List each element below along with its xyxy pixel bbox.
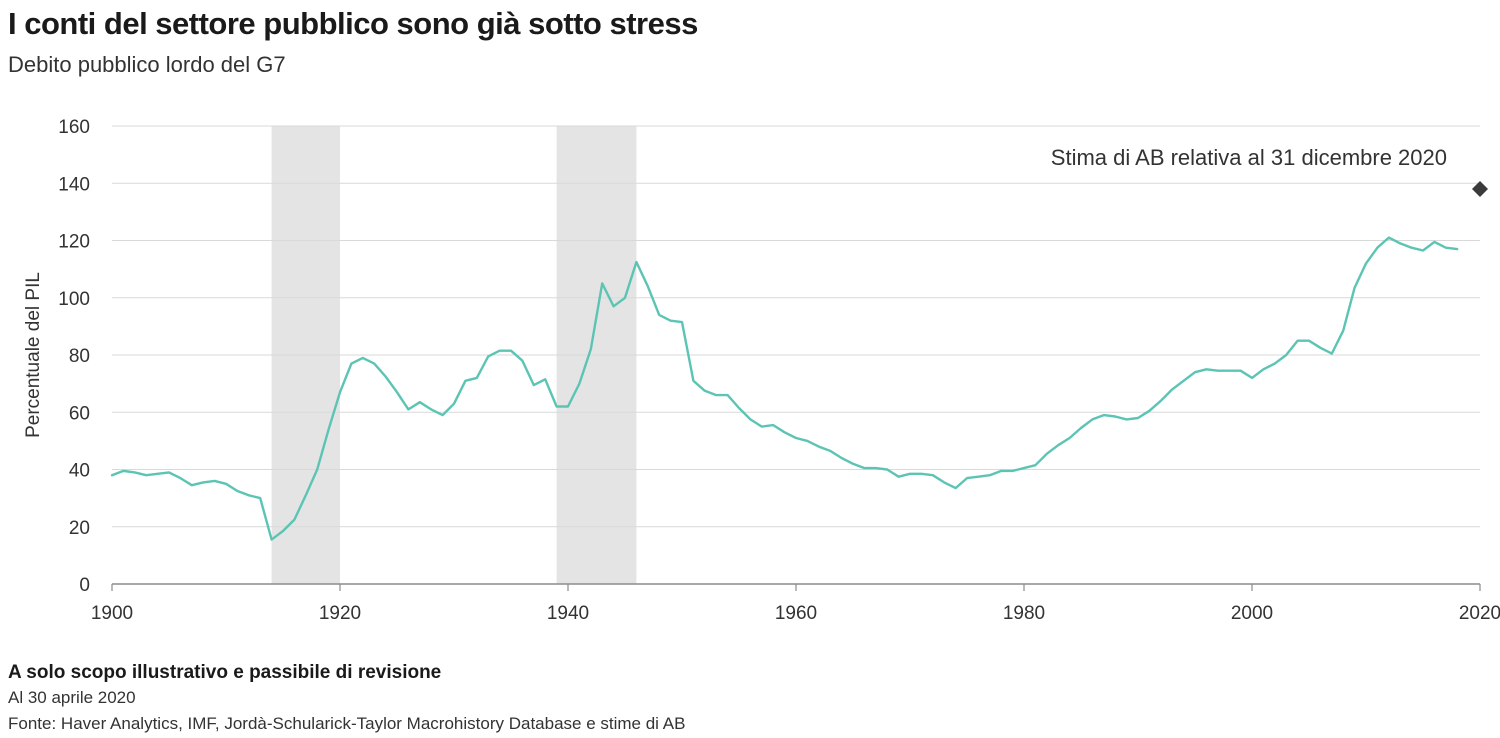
y-tick-label-20: 20 <box>69 518 90 539</box>
y-tick-label-120: 120 <box>58 232 90 253</box>
page-title: I conti del settore pubblico sono già so… <box>8 6 698 41</box>
y-tick-label-140: 140 <box>58 174 90 195</box>
x-tick-label-1900: 1900 <box>91 603 133 624</box>
x-tick-label-1920: 1920 <box>319 603 361 624</box>
estimate-marker <box>1472 180 1488 197</box>
estimate-label: Stima di AB relativa al 31 dicembre 2020 <box>1051 145 1447 170</box>
x-tick-label-2000: 2000 <box>1231 603 1273 624</box>
y-tick-label-160: 160 <box>58 117 90 138</box>
debt-line-chart: 0 20 40 60 80 100 120 140 160 1900 1920 1940 1960 19… <box>23 117 1500 624</box>
y-tick-label-60: 60 <box>69 403 90 424</box>
y-tick-label-0: 0 <box>79 575 90 596</box>
y-tick-label-80: 80 <box>69 346 90 367</box>
series-line-0 <box>110 236 1459 541</box>
y-tick-label-40: 40 <box>69 461 90 482</box>
x-tick-label-1980: 1980 <box>1003 603 1045 624</box>
x-tick-label-1960: 1960 <box>775 603 817 624</box>
y-tick-label-100: 100 <box>58 289 90 310</box>
footer-note: A solo scopo illustrativo e passibile di… <box>8 662 442 683</box>
x-tick-label-1940: 1940 <box>547 603 589 624</box>
footer-date: Al 30 aprile 2020 <box>8 688 136 707</box>
y-axis-label: Percentuale del PIL <box>23 272 44 438</box>
x-tick-label-2020: 2020 <box>1459 603 1500 624</box>
page-subtitle: Debito pubblico lordo del G7 <box>8 52 286 77</box>
footer-source: Fonte: Haver Analytics, IMF, Jordà-Schul… <box>8 714 686 733</box>
